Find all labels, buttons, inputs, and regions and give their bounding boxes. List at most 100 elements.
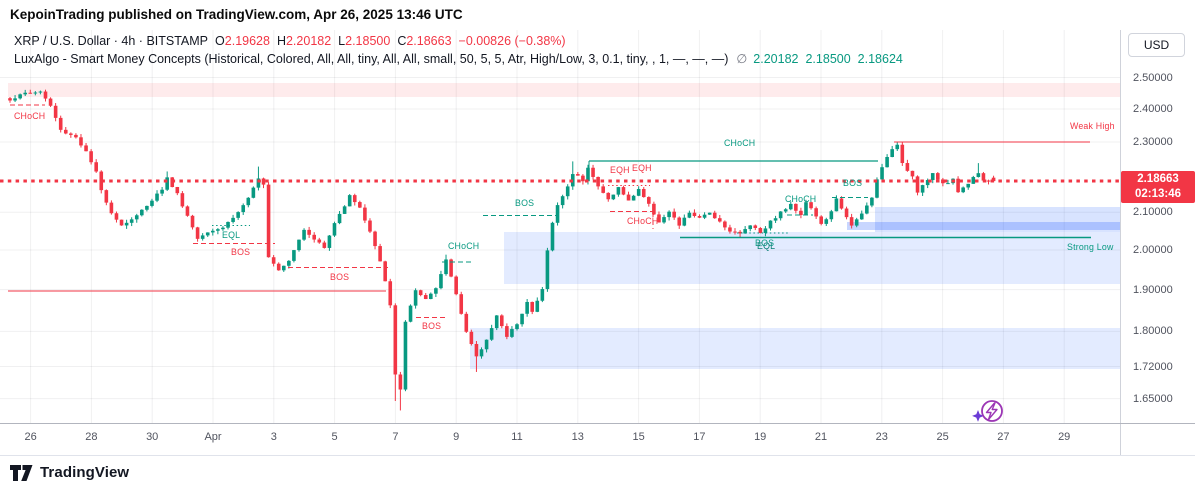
- candle-body: [383, 261, 387, 282]
- structure-label-bos: BOS: [330, 272, 349, 282]
- candle-body: [753, 225, 758, 229]
- candle-body: [499, 315, 504, 327]
- structure-label-bos: BOS: [422, 321, 441, 331]
- attribution-text: KepoinTrading published on TradingView.c…: [10, 7, 463, 22]
- sparkle-icon: [972, 410, 984, 422]
- candle-body: [854, 219, 859, 226]
- candle-body: [8, 98, 12, 101]
- candle-body: [23, 92, 28, 95]
- candle-body: [652, 203, 656, 215]
- price-tick-label: 2.00000: [1133, 244, 1173, 256]
- candle-body: [905, 163, 910, 171]
- bar-countdown: 02:13:46: [1134, 188, 1182, 200]
- candle-body: [545, 250, 550, 290]
- time-tick-label: 21: [814, 431, 828, 443]
- candle-body: [738, 231, 742, 234]
- candle-body: [814, 208, 818, 217]
- candle-body: [226, 221, 230, 228]
- price-tick-label: 2.10000: [1133, 206, 1173, 219]
- candle-body: [621, 187, 626, 195]
- candle-body: [459, 294, 464, 314]
- close-label: C: [397, 34, 407, 48]
- candle-body: [946, 183, 950, 185]
- time-tick-label: 15: [632, 431, 645, 443]
- high-value: 2.20182: [285, 34, 332, 48]
- candle-body: [723, 221, 727, 228]
- candle-body: [718, 218, 722, 222]
- low-label: L: [338, 34, 346, 48]
- symbol-title: XRP / U.S. Dollar · 4h · BITSTAMP: [14, 34, 209, 48]
- price-axis[interactable]: 2.50000 2.40000 2.30000 2.10000 2.00000 1.900…: [1120, 30, 1195, 455]
- time-tick-label: 30: [146, 431, 159, 443]
- structure-label-bos: BOS: [515, 198, 534, 208]
- time-tick-label: 13: [571, 431, 584, 443]
- time-tick-label: 5: [331, 431, 338, 443]
- candle-body: [560, 196, 565, 206]
- candle-body: [631, 195, 636, 201]
- last-price-badge: 2.18663 02:13:46: [1121, 171, 1195, 203]
- candle-body: [454, 276, 458, 295]
- candle-body: [266, 184, 271, 258]
- candle-body: [687, 212, 692, 218]
- structure-label-choch: CHoCH: [785, 194, 816, 204]
- candle-body: [672, 211, 676, 218]
- candle-body: [281, 265, 286, 271]
- candle-body: [211, 230, 215, 233]
- candle-body: [515, 324, 519, 330]
- structure-label-choch: CHoCH: [627, 216, 658, 226]
- candle-body: [251, 187, 256, 198]
- candle-body: [378, 246, 382, 262]
- candle-body: [697, 215, 702, 218]
- candle-body: [540, 289, 545, 301]
- tradingview-logo-link[interactable]: TradingView: [10, 464, 129, 481]
- candle-body: [829, 211, 834, 220]
- candle-body: [859, 213, 864, 220]
- candle-body: [256, 178, 261, 188]
- currency-toggle-button[interactable]: USD: [1128, 33, 1185, 57]
- time-axis[interactable]: 26 28 30 Apr 3 5 7 9 11 13 15 17 19 21 23 25 27 29: [0, 424, 1120, 455]
- candle-body: [403, 321, 408, 390]
- candle-body: [423, 295, 428, 300]
- change-value: −0.00826 (−0.38%): [458, 34, 566, 48]
- boost-icon-circle[interactable]: [981, 400, 1003, 422]
- candle-body: [368, 220, 372, 232]
- candle-body: [312, 234, 316, 240]
- structure-label-choch: CHoCH: [724, 138, 755, 148]
- candle-body: [140, 209, 144, 216]
- open-value: 2.19628: [224, 34, 270, 48]
- candle-body: [363, 207, 367, 221]
- time-tick-label: 19: [754, 431, 767, 443]
- candle-body: [900, 144, 905, 164]
- candle-body: [297, 239, 301, 251]
- candle-body: [352, 195, 357, 203]
- candle-body: [469, 331, 474, 344]
- candle-body: [287, 260, 291, 266]
- candle-body: [155, 193, 159, 201]
- candle-body: [246, 197, 251, 206]
- candle-body: [358, 202, 362, 208]
- candle-body: [956, 178, 960, 193]
- candle-body: [200, 235, 205, 239]
- demand-zone-blue-upper: [875, 207, 1120, 232]
- candle-body: [778, 211, 783, 219]
- candle-body: [393, 305, 398, 375]
- candle-body: [292, 250, 296, 261]
- candle-body: [783, 209, 788, 212]
- candle-body: [185, 206, 190, 216]
- tradingview-logo-icon: [10, 464, 33, 481]
- candle-body: [576, 174, 580, 176]
- candle-body: [124, 222, 129, 226]
- candle-body: [707, 212, 712, 215]
- candle-body: [647, 197, 651, 204]
- time-tick-label: 11: [511, 431, 523, 443]
- candle-body: [788, 203, 793, 210]
- candle-body: [611, 194, 616, 200]
- candle-body: [505, 326, 509, 337]
- indicator-value-3: 2.18624: [857, 52, 903, 66]
- candle-body: [677, 217, 682, 226]
- candle-body: [119, 219, 124, 226]
- candle-body: [221, 227, 225, 230]
- candle-body: [915, 176, 920, 193]
